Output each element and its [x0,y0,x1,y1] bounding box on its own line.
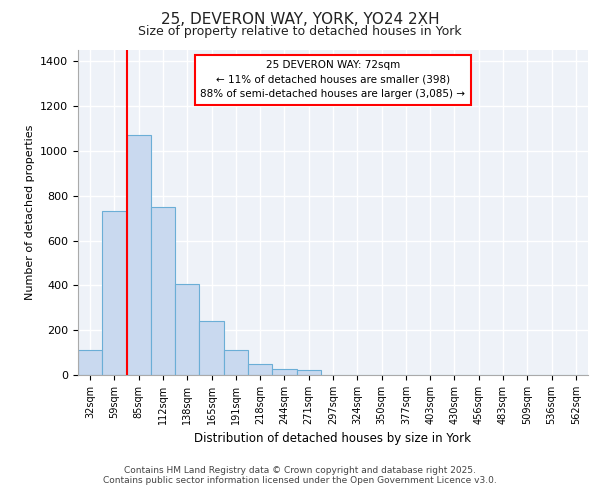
Bar [248,364,272,375]
Y-axis label: Number of detached properties: Number of detached properties [25,125,35,300]
Bar [102,212,127,375]
Bar [127,135,151,375]
Bar [151,207,175,375]
Bar [199,321,224,375]
Bar [175,284,199,375]
Text: Contains public sector information licensed under the Open Government Licence v3: Contains public sector information licen… [103,476,497,485]
X-axis label: Distribution of detached houses by size in York: Distribution of detached houses by size … [194,432,472,446]
Bar [78,350,102,375]
Bar [224,350,248,375]
Text: Size of property relative to detached houses in York: Size of property relative to detached ho… [138,25,462,38]
Bar [272,368,296,375]
Text: Contains HM Land Registry data © Crown copyright and database right 2025.: Contains HM Land Registry data © Crown c… [124,466,476,475]
Text: 25, DEVERON WAY, YORK, YO24 2XH: 25, DEVERON WAY, YORK, YO24 2XH [161,12,439,28]
Bar [296,370,321,375]
Text: 25 DEVERON WAY: 72sqm
← 11% of detached houses are smaller (398)
88% of semi-det: 25 DEVERON WAY: 72sqm ← 11% of detached … [200,60,466,100]
